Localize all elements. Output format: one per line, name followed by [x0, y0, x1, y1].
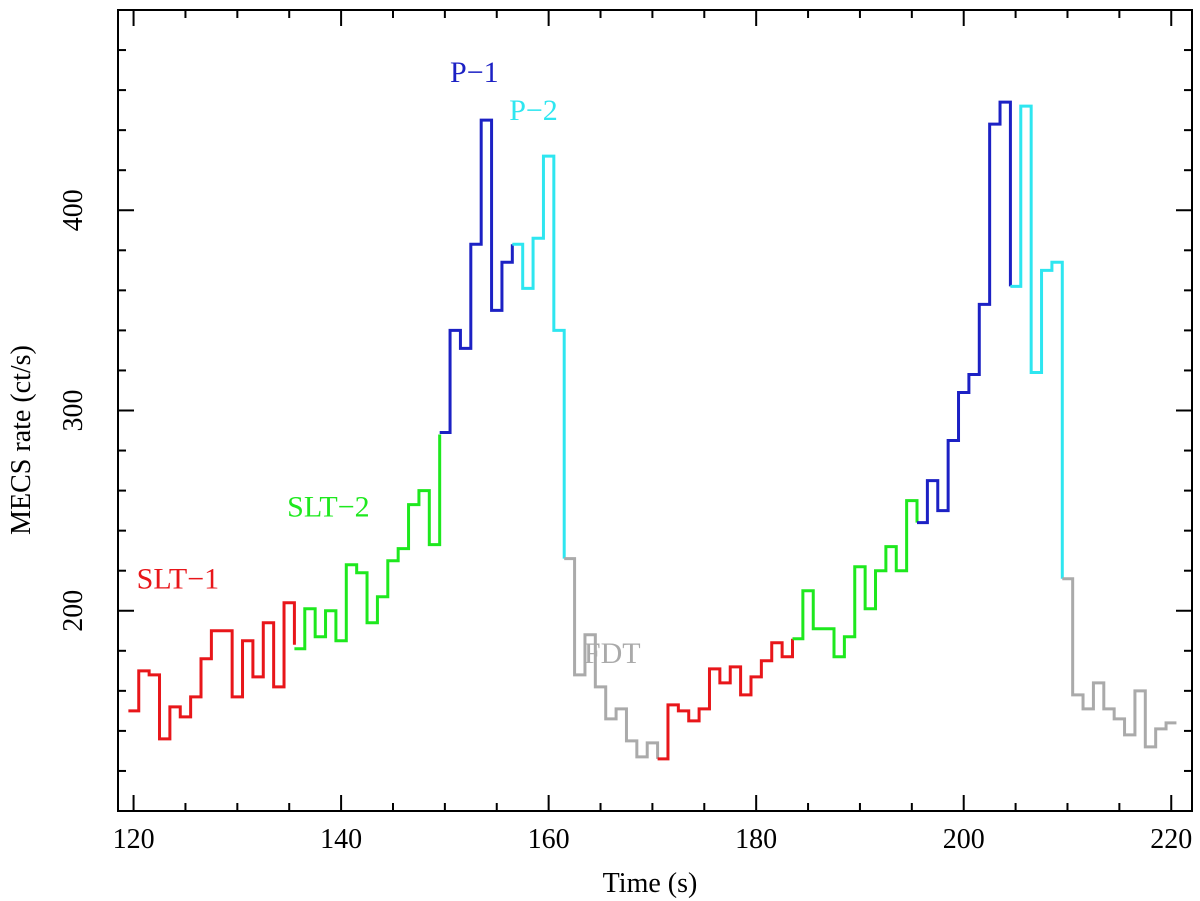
- phase-label-1: SLT−1: [137, 563, 220, 596]
- x-tick-label: 220: [1150, 824, 1192, 855]
- x-tick-label: 200: [943, 824, 985, 855]
- y-axis-label: MECS rate (ct/s): [6, 345, 37, 535]
- x-tick-label: 180: [735, 824, 777, 855]
- series-segment-8: [917, 100, 1012, 525]
- series-layer: [128, 100, 1177, 761]
- series-segment-3: [439, 118, 514, 435]
- series-segment-2: [294, 434, 442, 651]
- x-tick-label: 120: [113, 824, 155, 855]
- tick-labels: 120 140 160 180 200 220 200 300 400: [58, 189, 1192, 855]
- series-segment-6: [657, 638, 794, 761]
- x-axis-label: Time (s): [603, 868, 698, 899]
- series-segment-10: [1062, 577, 1177, 749]
- phase-label-3: P−1: [450, 56, 499, 89]
- x-tick-label: 160: [528, 824, 570, 855]
- phase-label-4: P−2: [509, 94, 558, 127]
- ticks-layer: [118, 9, 1192, 811]
- x-tick-label: 140: [320, 824, 362, 855]
- series-segment-9: [1010, 104, 1064, 579]
- annotations-layer: SLT−1 SLT−2 P−1 P−2 FDT: [137, 56, 641, 670]
- phase-label-5: FDT: [584, 637, 641, 670]
- y-tick-label: 300: [58, 390, 89, 432]
- series-segment-5: [564, 557, 660, 759]
- y-tick-label: 400: [58, 189, 89, 231]
- phase-label-2: SLT−2: [287, 491, 370, 524]
- series-segment-7: [792, 499, 919, 659]
- y-tick-label: 200: [58, 590, 89, 632]
- series-segment-4: [512, 154, 566, 559]
- series-segment-1: [128, 601, 296, 741]
